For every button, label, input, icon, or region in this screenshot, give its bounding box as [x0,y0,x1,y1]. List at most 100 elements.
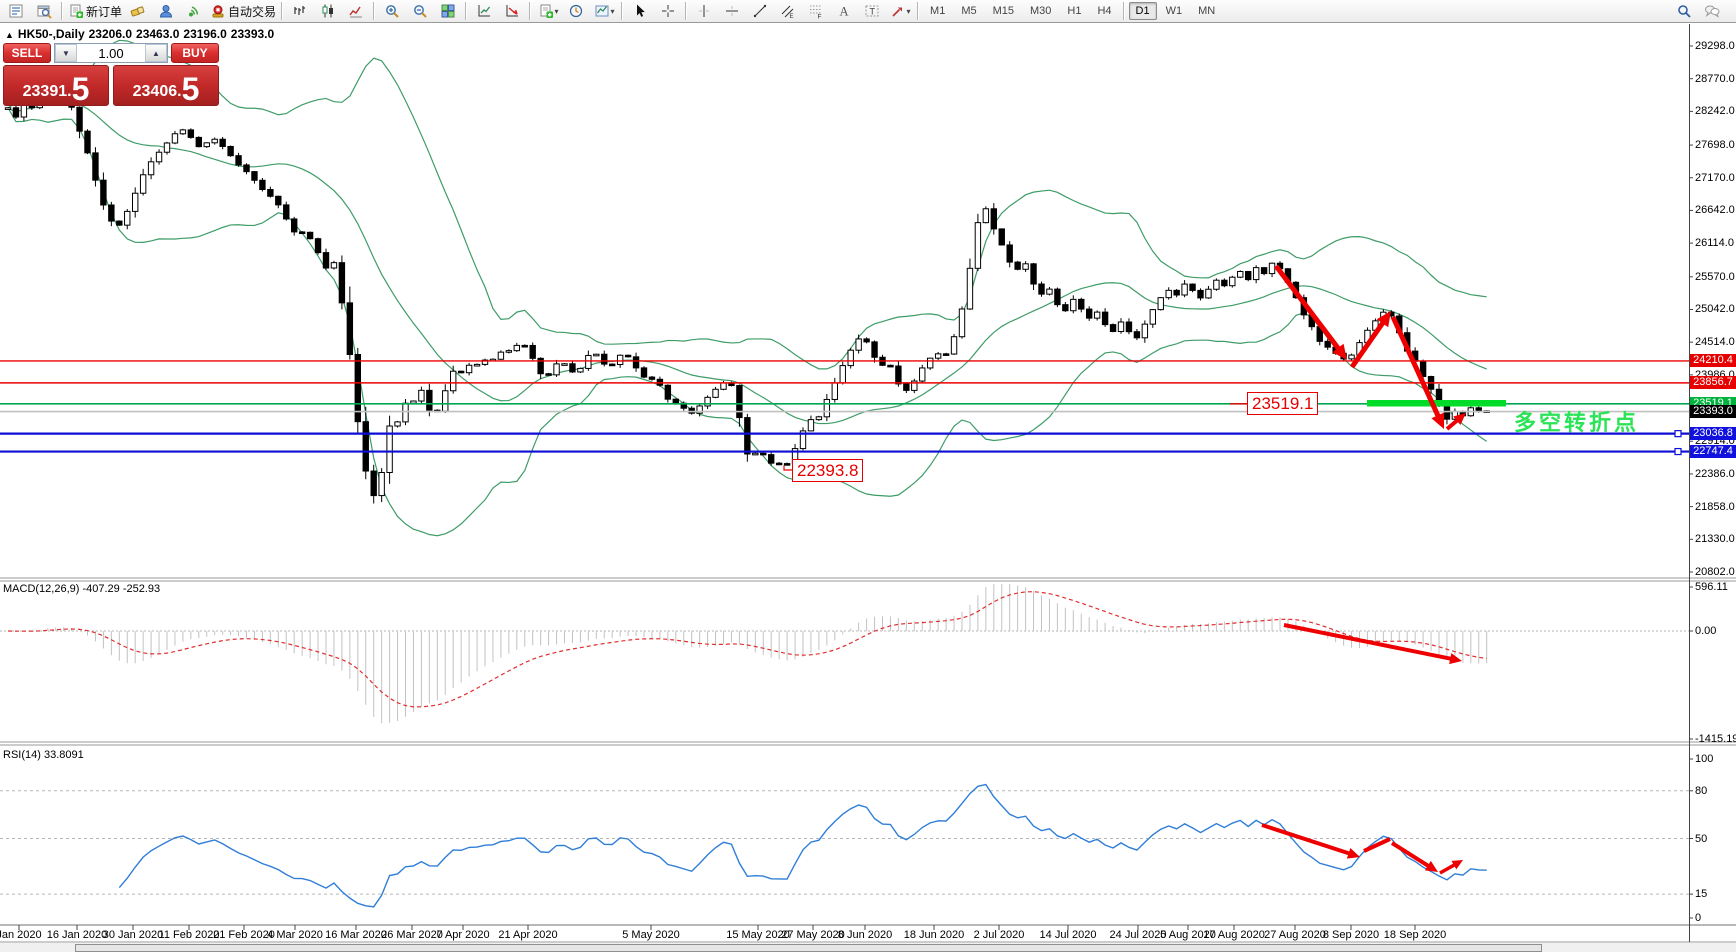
price-tick-label: 26642.0 [1695,204,1735,217]
macd-signal-line [7,591,1487,708]
date-tick-label: 2 Jul 2020 [973,929,1025,941]
chart-profile-button[interactable]: ▾ [590,1,618,22]
indicator-window-icon [478,5,491,17]
search-button[interactable] [1670,1,1698,22]
text-label-button[interactable]: T [858,1,886,22]
toolbar-separator [373,2,376,20]
swing-low-price-label[interactable]: 22393.8 [792,459,864,482]
timeframe-h1-button[interactable]: H1 [1067,5,1082,17]
annotation-arrow[interactable] [1349,316,1388,369]
eraser-button[interactable] [124,1,152,22]
candle-chart-icon [322,4,334,18]
annotation-arrow[interactable] [1390,315,1443,422]
volume-stepper: ▼ ▲ [54,43,168,63]
volume-decrease-button[interactable]: ▼ [55,44,77,62]
zoom-out-button[interactable] [406,1,434,22]
zoom-out-icon [414,5,427,18]
data-window-button[interactable] [30,1,58,22]
chart-title: ▲ HK50-,Daily 23206.0 23463.0 23196.0 23393.0 [5,27,278,41]
sell-price-display[interactable]: 23391. 5 [3,65,109,106]
candle-chart-button[interactable] [314,1,342,22]
label-icon: T [865,5,879,17]
horizontal-scrollbar[interactable] [0,943,1736,952]
buy-button[interactable]: BUY [171,43,219,63]
hline-handle[interactable] [1674,447,1682,456]
autotrading-button[interactable]: 自动交易 [208,1,278,22]
volume-increase-button[interactable]: ▲ [145,44,167,62]
date-tick-label: 11 Feb 2020 [158,929,220,941]
dropdown-caret-icon[interactable]: ▾ [610,6,615,16]
macd-tick-label: -1415.19 [1695,733,1736,745]
indicator-window-button[interactable] [470,1,498,22]
volume-input[interactable] [77,44,145,62]
timeframe-m15-button[interactable]: M15 [992,5,1014,17]
community-icon [160,5,173,18]
bar-chart-button[interactable] [286,1,314,22]
level-price-tag: 24210.4 [1690,354,1736,368]
line-chart-button[interactable] [342,1,370,22]
chat-button[interactable] [1698,1,1726,22]
annotation-arrow[interactable] [1261,823,1354,857]
timeframe-m5-button[interactable]: M5 [961,5,977,17]
scrollbar-thumb[interactable] [75,944,1542,952]
community-button[interactable] [152,1,180,22]
annotation-arrow[interactable] [1363,837,1391,853]
timeframe-mn-button[interactable]: MN [1198,5,1216,17]
crosshair-button[interactable] [654,1,682,22]
rsi-tick-label: 80 [1695,784,1708,797]
indicator-remove-button[interactable] [498,1,526,22]
price-tick-label: 25570.0 [1695,270,1735,283]
signals-button[interactable] [180,1,208,22]
fibonacci-button[interactable]: F [802,1,830,22]
timeframe-d1-button[interactable]: D1 [1128,2,1157,20]
rsi-tick-label: 100 [1695,753,1714,765]
price-tick-label: 28242.0 [1695,105,1735,118]
price-tick-label: 26114.0 [1695,237,1734,250]
new-order-button[interactable]: 新订单 [66,1,124,22]
hline-button[interactable] [718,1,746,22]
annotation-arrow[interactable] [1283,623,1456,662]
chart-symbol-period: HK50-,Daily [17,27,85,41]
channel-button[interactable]: E [774,1,802,22]
annotation-arrow[interactable] [1274,264,1344,355]
new-order-button-label: 新订单 [86,4,123,19]
price-tick-label: 20802.0 [1695,566,1735,578]
date-tick-label: 27 May 2020 [781,929,845,941]
add-indicator-button[interactable]: ▾ [534,1,562,22]
price-tick-label: 29298.0 [1695,40,1735,52]
toolbar-separator [529,2,532,20]
support-zone-bar[interactable] [1367,400,1506,407]
market-watch-button[interactable] [2,1,30,22]
timeframe-w1-button[interactable]: W1 [1165,5,1183,17]
date-tick-label: 15 May 2020 [726,929,790,941]
current-price-tag: 23393.0 [1690,405,1736,419]
price-tick-label: 27698.0 [1695,139,1735,152]
dropdown-caret-icon[interactable]: ▾ [554,6,559,16]
hline-handle[interactable] [1674,430,1682,438]
price-tick-label: 21330.0 [1695,533,1735,546]
arrows-button[interactable]: ▾ [886,1,914,22]
turning-point-text[interactable]: 多空转折点 [1514,410,1640,435]
collapse-triangle-icon[interactable]: ▲ [5,30,14,40]
sell-button[interactable]: SELL [3,43,51,63]
period-clock-button[interactable] [562,1,590,22]
zoom-in-button[interactable] [378,1,406,22]
annotation-arrow[interactable] [1390,841,1433,870]
text-button[interactable]: A [830,1,858,22]
timeframe-m1-button[interactable]: M1 [930,5,946,17]
timeframe-m30-button[interactable]: M30 [1030,5,1052,17]
tile-windows-button[interactable] [434,1,462,22]
trendline-button[interactable] [746,1,774,22]
vline-button[interactable] [690,1,718,22]
macd-tick-label: 596.11 [1695,581,1728,593]
buy-price-main: 23406 [132,83,178,100]
cursor-button[interactable] [626,1,654,22]
support-price-label[interactable]: 23519.1 [1247,392,1319,415]
rsi-value: 33.8091 [43,749,84,761]
price-tick-label: 24514.0 [1695,336,1735,349]
toolbar: 新订单 自动交易 ▾ ▾ E F A T ▾ M1 M5 M15 M30 H1 H4 D1 W1 MN [0,0,1736,23]
dropdown-caret-icon[interactable]: ▾ [906,6,911,16]
buy-price-display[interactable]: 23406. 5 [113,65,219,106]
timeframe-h4-button[interactable]: H4 [1097,5,1112,17]
